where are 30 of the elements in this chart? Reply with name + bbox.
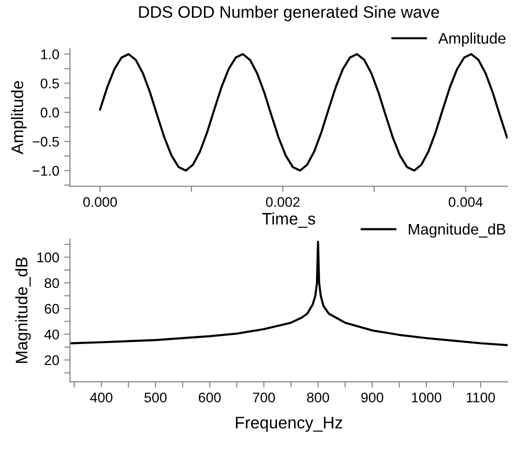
x-tick-label: 800 (307, 392, 330, 402)
y-tick-label: 60 (44, 304, 59, 314)
y-tick-label: 1.0 (41, 49, 59, 60)
x-tick-label: 1100 (466, 392, 495, 402)
y-tick-label: 0.5 (40, 78, 59, 88)
y-axis-title: Amplitude (11, 80, 27, 154)
chart-title: DDS ODD Number generated Sine wave (139, 6, 440, 22)
x-tick-label: 1000 (412, 392, 442, 402)
x-tick-label: 400 (90, 392, 112, 402)
line-series (99, 53, 508, 172)
x-tick-label: 0.002 (266, 197, 300, 207)
y-tick-label: 0.0 (40, 108, 59, 118)
y-tick-label: 20 (44, 355, 59, 366)
x-tick-label: 500 (144, 392, 167, 402)
x-tick-label: 900 (361, 392, 384, 402)
x-axis-title: Time_s (262, 212, 316, 228)
y-tick-label: 40 (44, 330, 59, 340)
line-series (70, 240, 508, 346)
legend-label: Amplitude (438, 32, 506, 47)
y-tick-label: −0.5 (32, 136, 59, 147)
x-tick-label: 0.000 (83, 197, 117, 207)
y-axis-title: Magnitude_dB (15, 258, 31, 363)
x-tick-label: 600 (198, 392, 221, 402)
x-axis-title: Frequency_Hz (236, 416, 342, 432)
y-tick-label: −1.0 (32, 166, 59, 176)
legend-label: Magnitude_dB (408, 223, 506, 238)
x-tick-label: 0.004 (448, 197, 483, 207)
y-tick-label: 80 (44, 278, 59, 288)
x-tick-label: 700 (252, 392, 275, 402)
y-tick-label: 100 (37, 252, 59, 262)
